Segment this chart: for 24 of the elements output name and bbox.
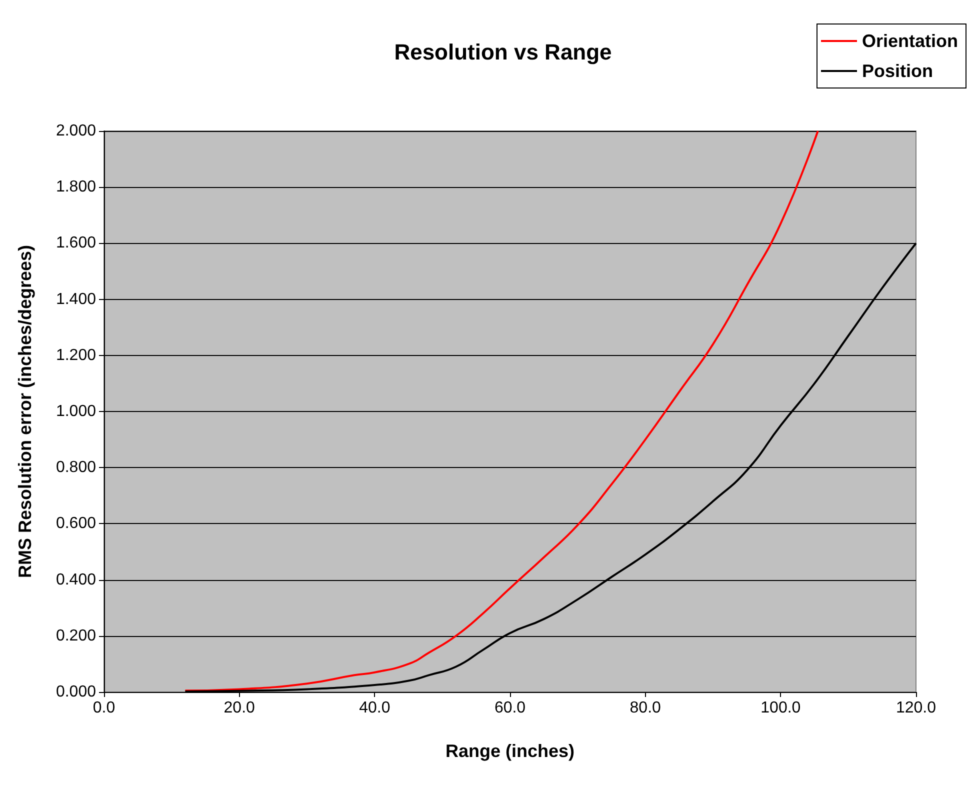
y-tick-label: 1.800 — [56, 178, 96, 196]
x-tick-label: 20.0 — [224, 700, 256, 716]
y-tick-label: 0.600 — [56, 515, 96, 532]
legend-label: Position — [862, 61, 933, 81]
y-tick-label: 0.200 — [56, 627, 96, 644]
legend-label: Orientation — [862, 31, 958, 51]
y-tick-label: 1.200 — [56, 346, 96, 364]
x-tick-label: 100.0 — [760, 700, 801, 716]
x-axis-title: Range (inches) — [445, 741, 575, 761]
y-axis-title: RMS Resolution error (inches/degrees) — [15, 244, 35, 578]
x-tick-label: 120.0 — [896, 700, 936, 716]
y-tick-label: 0.800 — [56, 459, 96, 476]
y-tick-label: 1.600 — [56, 234, 96, 252]
x-tick-label: 60.0 — [494, 700, 526, 716]
y-tick-label: 0.400 — [56, 571, 96, 588]
chart-title: Resolution vs Range — [394, 40, 612, 64]
y-tick-label: 1.000 — [56, 403, 96, 420]
x-tick-label: 0.0 — [92, 700, 116, 716]
y-tick-label: 2.000 — [56, 122, 96, 140]
x-tick-label: 40.0 — [359, 700, 390, 716]
x-tick-label: 80.0 — [630, 700, 662, 716]
y-tick-label: 0.000 — [56, 684, 96, 700]
y-tick-label: 1.400 — [56, 290, 96, 308]
line-series — [184, 130, 819, 692]
